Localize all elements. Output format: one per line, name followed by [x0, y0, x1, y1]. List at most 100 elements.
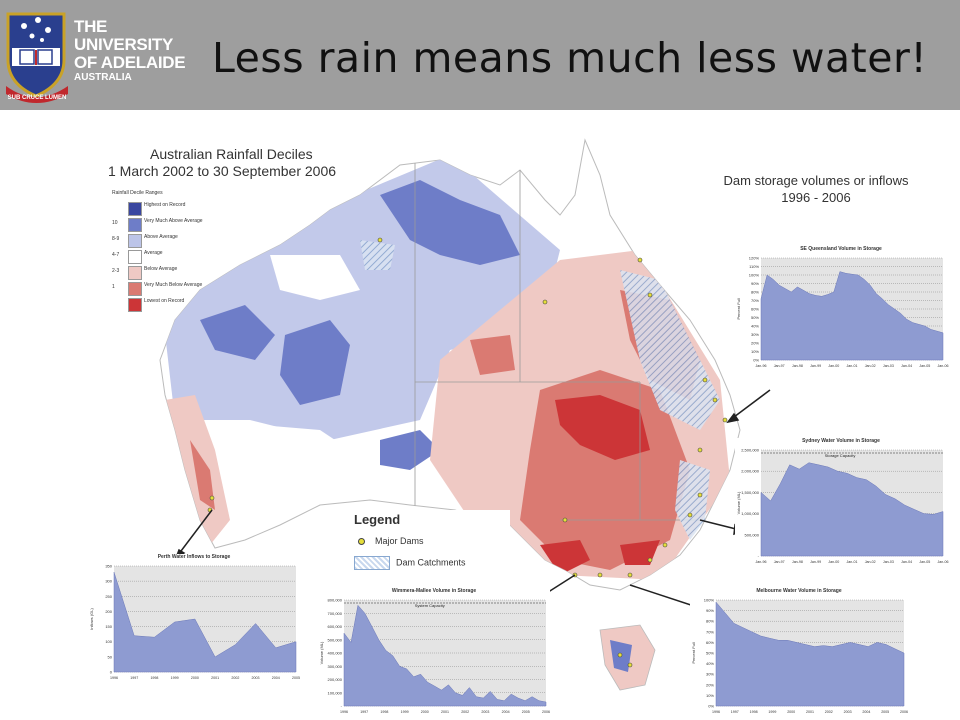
chart-melbourne: Melbourne Water Volume in Storage 0% 10% 20…: [690, 588, 908, 718]
x-tick-label: 2002: [825, 710, 833, 714]
decile-ranges-key: Rainfall Decile Ranges Highest on Record…: [112, 190, 203, 312]
area-series: [343, 604, 547, 707]
x-tick-label: Jan-01: [847, 364, 858, 368]
x-tick-label: 1998: [150, 676, 158, 680]
chart-title: Sydney Water Volume in Storage: [802, 438, 880, 444]
x-tick-label: Jan-02: [865, 560, 876, 564]
x-tick-label: 2004: [862, 710, 870, 714]
y-tick-label: 100%: [749, 273, 760, 278]
range-label: Lowest on Record: [144, 298, 185, 304]
range-swatch: [128, 202, 142, 216]
x-tick-label: 2005: [522, 710, 530, 714]
x-tick-label: Jan-00: [828, 364, 839, 368]
map-legend: Legend Major Dams Dam Catchments: [350, 510, 510, 574]
x-tick-label: 2003: [252, 676, 260, 680]
x-tick-label: 2006: [900, 710, 908, 714]
x-tick-label: 1997: [360, 710, 368, 714]
x-tick-label: Jan-02: [865, 364, 876, 368]
x-tick-label: 1998: [750, 710, 758, 714]
y-tick-label: 2,500,000: [741, 448, 760, 453]
y-tick-label: 200,000: [328, 677, 343, 682]
range-row: 8-9 Above Average: [112, 232, 202, 248]
chart-plot: 0% 10% 20% 30% 40% 50% 60% 70% 80% 90% 100% Percent…: [691, 598, 908, 715]
range-label: Highest on Record: [144, 202, 186, 208]
range-row: Lowest on Record: [112, 296, 202, 312]
y-tick-label: 300,000: [328, 664, 343, 669]
range-code: 10: [112, 220, 118, 226]
y-axis-label: Volume (ML): [736, 491, 741, 514]
y-tick-label: 150: [105, 624, 112, 629]
x-tick-label: Jan-99: [810, 560, 821, 564]
x-tick-label: Jan-06: [938, 364, 949, 368]
x-tick-label: Jan-01: [847, 560, 858, 564]
y-tick-label: 120%: [749, 256, 760, 261]
logo-motto: SUB CRUCE LUMEN: [8, 95, 67, 101]
area-series: [715, 601, 905, 707]
x-tick-label: Jan-98: [792, 364, 803, 368]
logo-line1: THE UNIVERSITY: [74, 17, 174, 54]
legend-dams-row: Major Dams: [354, 536, 424, 546]
chart-se-queensland: SE Queensland Volume in Storage 0% 10% 20% 3…: [735, 246, 949, 372]
x-tick-label: Jan-00: [828, 560, 839, 564]
chart-perth: Perth Water Inflows to Storage 0 50 100 150 2…: [88, 554, 300, 684]
y-tick-label: 700,000: [328, 611, 343, 616]
x-tick-label: 2002: [461, 710, 469, 714]
chart-title: SE Queensland Volume in Storage: [800, 246, 882, 252]
map-title: Australian Rainfall Deciles 1 March 2002…: [108, 146, 336, 180]
x-tick-label: Jan-04: [901, 364, 912, 368]
range-row: 1 Very Much Below Average: [112, 280, 202, 296]
y-tick-label: 800,000: [328, 598, 343, 603]
ranges-heading: Rainfall Decile Ranges: [112, 190, 163, 196]
y-tick-label: 40%: [751, 324, 759, 329]
legend-dams-label: Major Dams: [375, 536, 424, 546]
range-label: Very Much Below Average: [144, 282, 203, 288]
catchment-hatch-icon: [354, 556, 390, 570]
y-tick-label: -: [758, 554, 760, 559]
y-tick-label: 60%: [706, 640, 714, 645]
chart-title: Perth Water Inflows to Storage: [157, 554, 231, 560]
y-tick-label: 2,000,000: [741, 469, 760, 474]
x-tick-label: 2000: [421, 710, 429, 714]
x-tick-label: 1997: [731, 710, 739, 714]
y-tick-label: 250: [105, 594, 112, 599]
x-tick-label: 2005: [881, 710, 889, 714]
y-tick-label: 60%: [751, 307, 759, 312]
x-tick-label: Jan-97: [774, 364, 785, 368]
x-tick-label: Jan-03: [883, 560, 894, 564]
legend-catchments-row: Dam Catchments: [354, 556, 466, 570]
chart-wimmera-mallee: Wimmera-Mallee Volume in Storage - 100,000…: [318, 588, 550, 718]
x-tick-label: 2004: [272, 676, 280, 680]
chart-plot: - 100,000 200,000 300,000 400,000 500,000 600,…: [319, 598, 550, 715]
x-tick-label: 1998: [380, 710, 388, 714]
y-tick-label: 50%: [751, 315, 759, 320]
dam-heading-line1: Dam storage volumes or inflows: [723, 173, 909, 188]
range-row: 10 Very Much Above Average: [112, 216, 203, 232]
y-tick-label: 300: [105, 579, 112, 584]
y-tick-label: 70%: [706, 629, 714, 634]
x-tick-label: Jan-04: [901, 560, 912, 564]
y-tick-label: 10%: [751, 349, 759, 354]
x-tick-label: 2001: [806, 710, 814, 714]
logo-line3: AUSTRALIA: [74, 72, 132, 83]
range-swatch: [128, 234, 142, 248]
x-tick-label: Jan-96: [756, 560, 767, 564]
range-label: Above Average: [144, 234, 178, 240]
y-tick-label: 350: [105, 564, 112, 569]
range-row: 4-7 Average: [112, 248, 202, 264]
x-tick-label: Jan-97: [774, 560, 785, 564]
range-code: 1: [112, 284, 115, 290]
x-tick-label: 1996: [110, 676, 118, 680]
y-tick-label: 90%: [706, 608, 714, 613]
x-tick-label: 1997: [130, 676, 138, 680]
x-tick-label: 1996: [340, 710, 348, 714]
x-tick-label: 1996: [712, 710, 720, 714]
university-logo: SUB CRUCE LUMEN THE UNIVERSITY OF ADELAI…: [4, 8, 194, 104]
y-tick-label: 0%: [708, 704, 714, 709]
y-tick-label: 30%: [751, 332, 759, 337]
y-tick-label: 90%: [751, 281, 759, 286]
rainfall-map: [159, 139, 771, 691]
x-tick-label: Jan-98: [792, 560, 803, 564]
x-tick-label: 1999: [171, 676, 179, 680]
y-tick-label: 0%: [753, 358, 759, 363]
logo-wordmark: THE UNIVERSITY OF ADELAIDE AUSTRALIA: [74, 18, 194, 84]
